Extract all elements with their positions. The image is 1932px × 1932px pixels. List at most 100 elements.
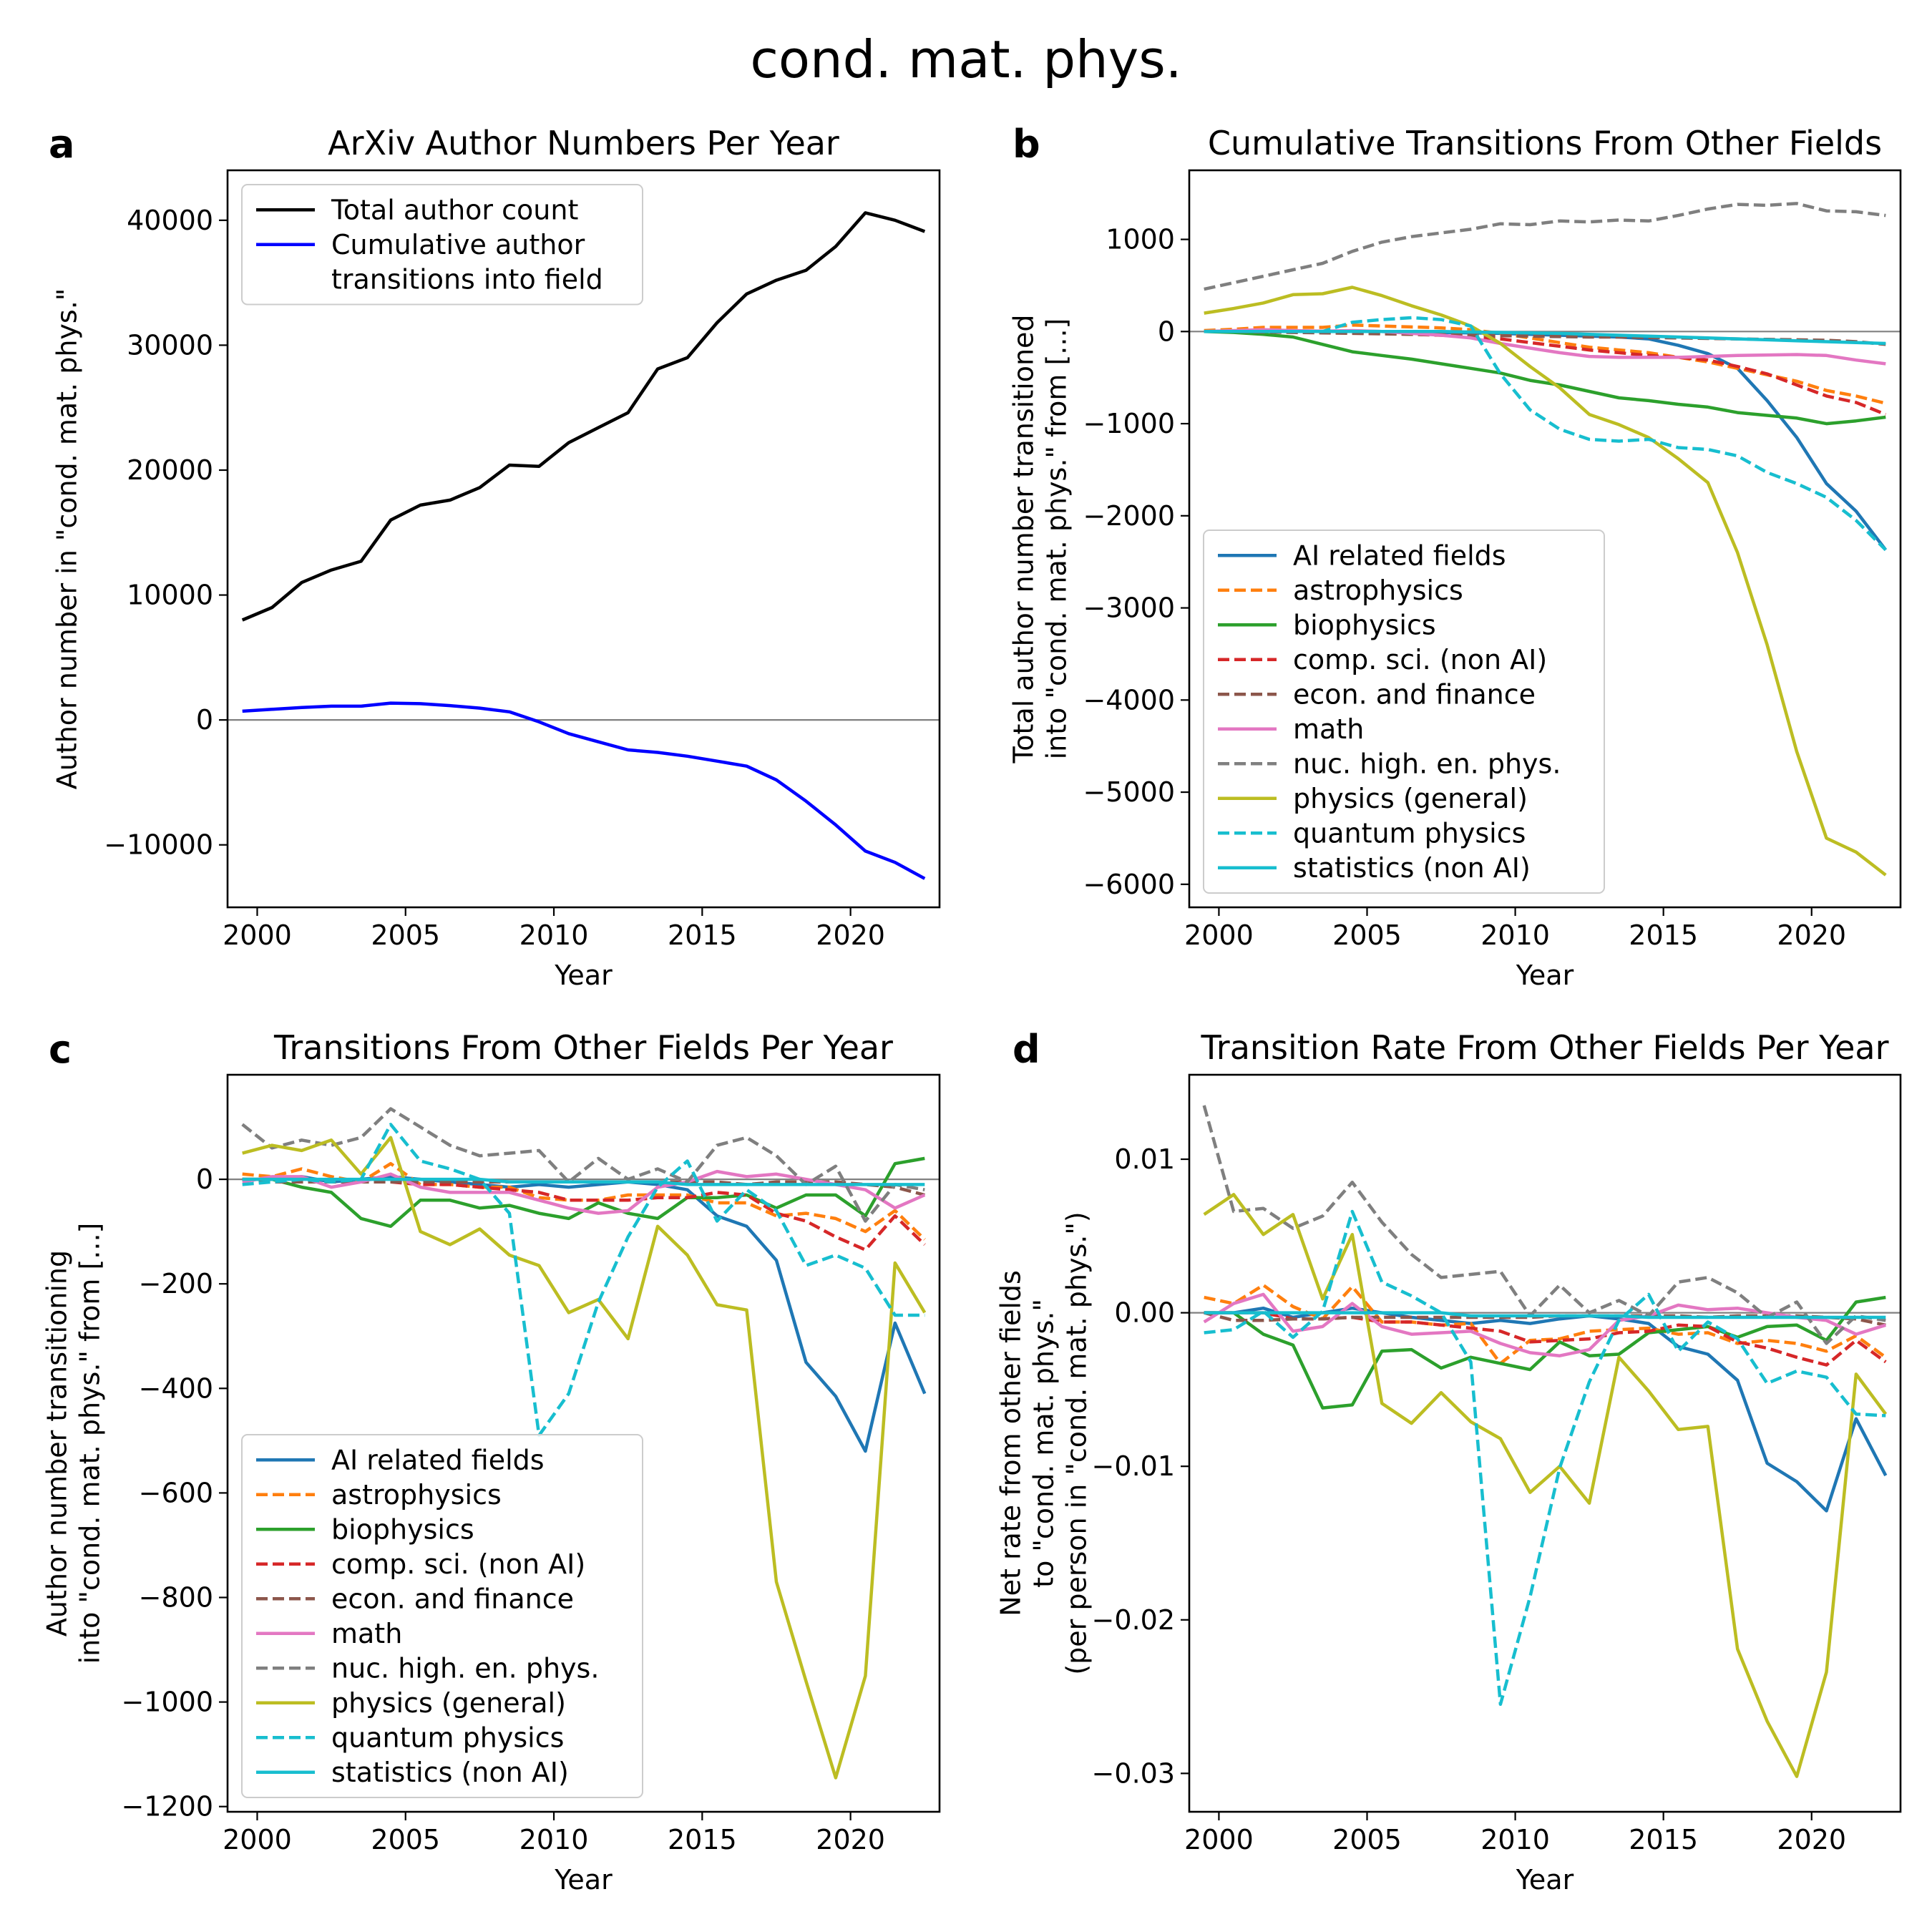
y-tick-label: 0	[1158, 316, 1175, 347]
legend-label: biophysics	[1293, 609, 1436, 640]
panel-title: ArXiv Author Numbers Per Year	[328, 124, 839, 162]
x-tick-label: 2000	[223, 1824, 292, 1855]
y-axis-label: (per person in "cond. mat. phys.")	[1061, 1211, 1093, 1674]
panel-letter: a	[49, 122, 74, 167]
y-tick-label: −400	[139, 1372, 213, 1404]
y-tick-label: 0	[196, 1163, 213, 1195]
x-tick-label: 2010	[519, 1824, 589, 1855]
y-tick-label: −2000	[1083, 500, 1175, 532]
y-tick-label: −3000	[1083, 592, 1175, 624]
panel-letter: b	[1013, 122, 1040, 167]
x-tick-label: 2015	[668, 1824, 737, 1855]
x-tick-label: 2010	[1480, 1824, 1550, 1855]
legend-label: math	[331, 1618, 402, 1649]
series-line-nuc-high-en-phys	[1202, 1105, 1886, 1345]
x-axis-label: Year	[554, 1864, 613, 1896]
legend: AI related fields astrophysicsbiophysicsc…	[241, 1434, 643, 1798]
series-line-econ-and-finance	[242, 1177, 925, 1197]
series-line-math	[242, 1169, 926, 1215]
legend-label: comp. sci. (non AI)	[331, 1548, 585, 1580]
y-tick-label: −0.01	[1092, 1450, 1175, 1482]
panel-b: b Cumulative Transitions From Other Field…	[1008, 122, 1902, 991]
series-line-nuc-high-en-phys	[1204, 202, 1886, 291]
x-tick-label: 2005	[371, 919, 440, 951]
x-axis-label: Year	[1516, 1864, 1574, 1896]
legend-label: math	[1293, 713, 1364, 745]
series-line-quantum-physics	[1204, 1209, 1886, 1707]
x-tick-label: 2000	[1184, 919, 1254, 951]
panel-letter: d	[1013, 1027, 1040, 1072]
x-tick-label: 2005	[1332, 919, 1402, 951]
series-line-physics-general	[242, 1136, 927, 1780]
series-line-comp-sci-non-ai	[242, 1177, 926, 1252]
y-axis-label: into "cond. mat. phys." from [...]	[1041, 318, 1073, 760]
axes-frame	[1188, 169, 1902, 909]
series-line-quantum-physics	[242, 1123, 925, 1438]
series-line-statistics-non-ai	[1204, 1311, 1886, 1319]
y-tick-label: 0.01	[1114, 1143, 1175, 1175]
axes-frame	[226, 1073, 941, 1813]
series-line-comp-sci-non-ai	[1204, 1311, 1887, 1367]
series-line-cumulative-author-transitions-into-field	[242, 701, 926, 880]
legend-label: econ. and finance	[1293, 678, 1536, 710]
x-tick-label: 2015	[668, 919, 737, 951]
y-tick-label: −1000	[121, 1687, 213, 1718]
y-tick-label: 0.00	[1114, 1297, 1175, 1329]
y-tick-label: −800	[139, 1581, 213, 1613]
series-line-astrophysics	[242, 1161, 926, 1241]
y-axis-label: Total author number transitioned	[1008, 314, 1040, 763]
series-group	[241, 1107, 927, 1780]
panel-a: a ArXiv Author Numbers Per Year 2000 2005 20…	[49, 122, 941, 991]
y-tick-label: −4000	[1083, 684, 1175, 716]
x-tick-label: 2005	[1332, 1824, 1402, 1855]
legend-label: physics (general)	[331, 1687, 566, 1719]
legend-label: comp. sci. (non AI)	[1293, 644, 1547, 675]
series-line-biophysics	[1204, 330, 1886, 426]
y-tick-label: 1000	[1106, 224, 1175, 255]
series-line-statistics-non-ai	[1204, 330, 1886, 346]
y-tick-label: −0.02	[1092, 1604, 1175, 1636]
legend-label: quantum physics	[1293, 817, 1526, 849]
legend-box	[241, 184, 643, 306]
series-group	[241, 211, 926, 880]
legend-label: biophysics	[331, 1513, 474, 1545]
y-tick-label: −600	[139, 1477, 213, 1508]
panel-c: c Transitions From Other Fields Per Year 2…	[42, 1027, 941, 1896]
x-tick-label: 2020	[816, 919, 885, 951]
legend-label: transitions into field	[331, 263, 603, 295]
legend-label: statistics (non AI)	[331, 1757, 569, 1788]
figure-title: cond. mat. phys.	[750, 29, 1181, 89]
axes-frame	[1188, 1073, 1902, 1813]
y-axis-label: Author number transitioning	[42, 1250, 73, 1636]
legend-label: Cumulative author	[331, 229, 585, 260]
legend-label: astrophysics	[1293, 575, 1463, 606]
legend-label: nuc. high. en. phys.	[331, 1652, 599, 1684]
y-tick-label: 0	[196, 704, 213, 736]
panel-title: Transitions From Other Fields Per Year	[273, 1028, 893, 1067]
x-tick-label: 2005	[371, 1824, 440, 1855]
x-tick-label: 2020	[1777, 1824, 1846, 1855]
x-axis-label: Year	[554, 960, 613, 991]
panel-letter: c	[49, 1027, 72, 1072]
panel-title: Transition Rate From Other Fields Per Ye…	[1200, 1028, 1888, 1067]
y-axis-label: Author number in "cond. mat. phys."	[52, 288, 83, 790]
legend-label: nuc. high. en. phys.	[1293, 748, 1561, 779]
y-tick-label: −0.03	[1092, 1757, 1175, 1789]
y-axis-label: Net rate from other fields	[995, 1270, 1027, 1616]
legend-box	[241, 1434, 643, 1798]
y-tick-label: −5000	[1083, 776, 1175, 808]
y-tick-label: 10000	[127, 580, 213, 611]
y-tick-label: −10000	[104, 829, 213, 861]
legend: Total author count Cumulative authortrans…	[241, 184, 643, 306]
y-axis-label: into "cond. mat. phys." from [...]	[74, 1223, 106, 1664]
legend-box	[1203, 530, 1605, 894]
legend-label: statistics (non AI)	[1293, 852, 1531, 884]
axes-frame	[226, 169, 941, 909]
series-group	[1204, 202, 1888, 877]
series-group	[1202, 1105, 1888, 1778]
x-tick-label: 2020	[816, 1824, 885, 1855]
series-line-total-author-count	[241, 211, 926, 622]
legend-label: astrophysics	[331, 1479, 502, 1511]
legend-label: Total author count	[331, 194, 578, 225]
